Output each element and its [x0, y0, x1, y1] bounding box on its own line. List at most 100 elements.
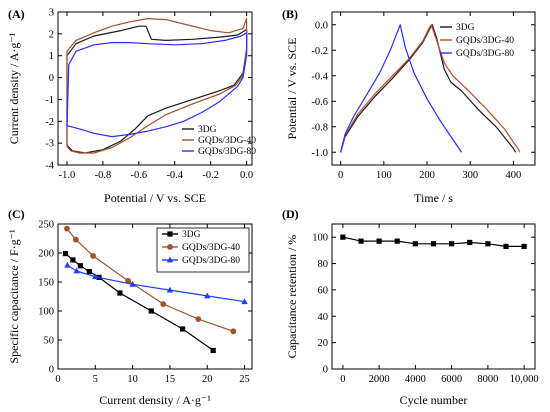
y-tick-label: 0 [49, 365, 54, 376]
panel-label: (C) [8, 207, 25, 221]
y-tick-label: 1 [49, 51, 54, 62]
x-tick-label: -0.6 [131, 170, 148, 181]
x-tick-label: 5 [93, 374, 98, 385]
x-tick-label: 100 [376, 170, 392, 181]
y-tick-label: -1 [45, 95, 54, 106]
data-point [125, 277, 132, 284]
x-tick-label: -0.8 [95, 170, 112, 181]
x-tick-label: 0 [338, 170, 343, 181]
data-point [70, 257, 76, 263]
data-point [92, 273, 99, 280]
y-axis-label: Specific capacitance / F·g⁻¹ [7, 229, 21, 364]
x-tick-label: 0 [340, 374, 345, 385]
y-tick-label: 100 [38, 307, 54, 318]
y-tick-label: -2 [45, 117, 54, 128]
x-axis-label: Time / s [414, 191, 453, 205]
y-tick-label: -0.4 [311, 71, 328, 82]
x-tick-label: 400 [506, 170, 522, 181]
y-tick-label: 3 [49, 8, 54, 19]
y-tick-label: -3 [45, 139, 54, 150]
data-point [195, 316, 202, 323]
x-tick-label: 200 [419, 170, 435, 181]
panel-label: (B) [282, 7, 298, 21]
data-point [148, 308, 154, 314]
x-tick-label: 6000 [441, 374, 462, 385]
data-point [412, 241, 418, 247]
x-tick-label: 2000 [369, 374, 390, 385]
data-point [86, 268, 92, 275]
y-tick-label: -0.6 [311, 97, 328, 108]
data-point [73, 236, 79, 243]
data-point [467, 239, 473, 246]
data-point [241, 298, 248, 305]
x-tick-label: 8000 [477, 374, 498, 385]
x-tick-label: 4000 [405, 374, 426, 385]
y-axis-label: Capacitance retention / % [285, 235, 299, 359]
data-point [485, 241, 491, 247]
y-axis-label: Potential / V vs. SCE [285, 38, 299, 140]
panel-label: (A) [8, 7, 25, 21]
data-point [64, 261, 71, 268]
x-tick-label: 25 [239, 374, 250, 385]
x-tick-label: -1.0 [59, 170, 76, 181]
y-tick-label: -4 [45, 161, 54, 172]
chart-panel-1: (B) 0 100 200 300 400 -1.0 -0.8 -0.6 -0.4 -0.2 0.0 T… [282, 7, 536, 205]
legend-entry: 3DG [456, 23, 475, 33]
data-point [430, 241, 437, 247]
legend-entry: 3DG [182, 230, 201, 240]
data-point [376, 238, 382, 244]
x-tick-label: 0 [55, 374, 60, 385]
legend-entry: GQDs/3DG-80 [456, 49, 514, 59]
x-tick-label: 0.0 [240, 170, 253, 181]
data-point [180, 326, 186, 332]
legend-entry: GQDs/3DG-80 [182, 256, 240, 266]
y-tick-label: 250 [38, 220, 54, 231]
y-tick-label: 50 [44, 336, 55, 347]
data-point [340, 234, 346, 240]
series-line-0 [340, 24, 517, 153]
data-point [358, 238, 364, 244]
legend-entry: GQDs/3DG-80 [198, 147, 256, 157]
legend-entry: 3DG [198, 125, 217, 135]
y-tick-label: 0 [49, 73, 54, 84]
y-tick-label: 100 [312, 233, 328, 244]
data-point [503, 243, 509, 250]
x-tick-label: 10,000 [510, 374, 539, 385]
legend-marker [167, 244, 173, 250]
y-axis-label: Current density / A·g⁻¹ [7, 32, 21, 144]
legend-entry: GQDs/3DG-40 [182, 243, 240, 253]
legend-entry: GQDs/3DG-40 [456, 36, 514, 46]
data-point [204, 292, 211, 299]
legend-marker [167, 231, 173, 237]
y-tick-label: 0 [323, 365, 328, 376]
y-tick-label: -0.8 [311, 122, 328, 133]
x-axis-label: Current density / A·g⁻¹ [99, 393, 211, 407]
data-point [129, 280, 136, 287]
chart-panel-3: (D) 0 2000 4000 6000 8000 10,000 0 20 40 60 80 100 Cy… [282, 207, 539, 407]
data-point [230, 328, 237, 335]
x-tick-label: 20 [202, 374, 213, 385]
data-point [449, 241, 455, 247]
y-tick-label: 0.0 [315, 20, 328, 31]
series-line-2 [340, 24, 463, 153]
data-point [166, 286, 174, 293]
legend-entry: GQDs/3DG-40 [198, 136, 256, 146]
data-point [210, 347, 216, 354]
panel-label: (D) [282, 207, 299, 221]
y-tick-label: 40 [318, 312, 329, 323]
y-tick-label: -1.0 [311, 148, 328, 159]
legend-marker [166, 256, 174, 263]
data-point [160, 301, 167, 307]
y-tick-label: 2 [49, 29, 54, 40]
x-tick-label: -0.4 [166, 170, 183, 181]
chart-panel-0: (A) -1.0 -0.8 -0.6 -0.4 -0.2 0.0 -4 -3 -2 -1 0 1 2 3 Po… [7, 7, 256, 205]
x-axis-label: Cycle number [400, 393, 468, 407]
series-line-1 [340, 24, 521, 153]
plot-frame [57, 223, 253, 370]
data-point [77, 263, 83, 269]
plot-frame [57, 11, 253, 166]
data-point [62, 250, 69, 257]
data-point [117, 290, 123, 296]
